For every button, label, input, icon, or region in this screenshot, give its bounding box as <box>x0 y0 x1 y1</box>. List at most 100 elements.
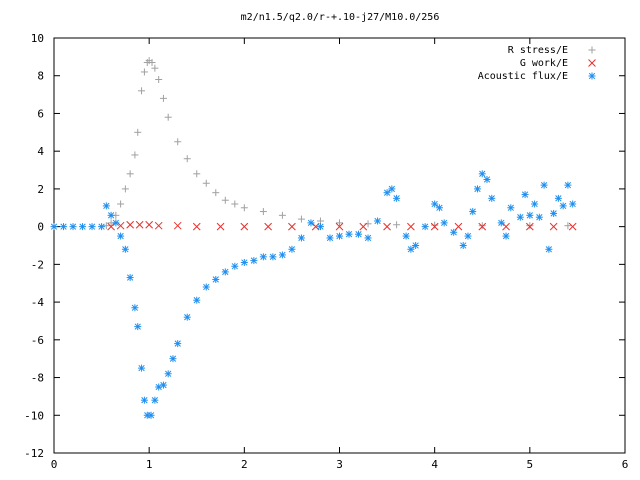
data-point <box>430 222 439 231</box>
data-point <box>107 211 115 219</box>
data-point <box>483 175 491 183</box>
data-point <box>140 68 148 76</box>
data-point <box>159 94 167 102</box>
data-point <box>231 262 239 270</box>
data-point <box>151 396 159 404</box>
data-point <box>459 242 467 249</box>
data-point <box>131 151 139 159</box>
data-point <box>164 113 172 121</box>
data-point <box>478 170 486 178</box>
data-point <box>364 234 372 242</box>
x-tick-label: 3 <box>336 458 343 471</box>
data-point <box>231 200 239 208</box>
data-point <box>102 222 110 230</box>
series-layer <box>50 57 577 419</box>
data-point <box>117 232 125 240</box>
data-point <box>393 221 401 229</box>
data-point <box>126 170 134 178</box>
data-point <box>240 222 249 231</box>
data-point <box>478 222 486 230</box>
data-point <box>202 179 210 187</box>
x-tick-label: 6 <box>622 458 629 471</box>
y-axis: -12 -10 -8 -6 -4 -2 0 2 4 6 8 10 <box>24 32 625 460</box>
data-point <box>407 245 415 253</box>
data-point <box>140 396 148 404</box>
data-point <box>126 274 134 282</box>
data-point <box>134 323 142 331</box>
data-point <box>440 219 448 227</box>
data-point <box>297 234 305 242</box>
data-point <box>525 222 534 231</box>
data-point <box>469 208 477 216</box>
data-point <box>60 223 68 231</box>
data-point <box>102 202 110 210</box>
data-point <box>138 87 146 95</box>
y-tick-label: 0 <box>37 221 44 234</box>
data-point <box>88 223 96 231</box>
data-point <box>402 232 410 240</box>
data-point <box>117 200 125 208</box>
chart-title: m2/n1.5/q2.0/r-+.10-j27/M10.0/256 <box>241 12 440 23</box>
data-point <box>336 219 343 227</box>
data-point <box>173 221 182 230</box>
data-point <box>79 223 87 231</box>
data-point <box>421 223 429 231</box>
data-point <box>174 138 182 146</box>
data-point <box>435 204 443 212</box>
data-point <box>278 251 286 259</box>
legend-label: G work/E <box>520 58 568 69</box>
legend-marker <box>588 46 596 54</box>
data-point <box>221 196 229 204</box>
data-point <box>240 204 248 212</box>
data-point <box>559 202 567 210</box>
data-point <box>502 232 510 240</box>
data-point <box>259 253 267 261</box>
y-tick-label: -4 <box>31 296 45 309</box>
y-tick-label: 6 <box>37 107 44 120</box>
data-point <box>454 222 463 231</box>
data-point <box>473 185 481 193</box>
data-point <box>345 230 353 238</box>
data-point <box>412 242 420 249</box>
data-point <box>183 313 191 321</box>
data-point <box>393 194 401 202</box>
data-point <box>488 194 496 202</box>
data-point <box>221 268 229 276</box>
legend: R stress/E G work/E Acoustic flux/E <box>478 45 596 82</box>
data-point <box>431 221 439 229</box>
data-point <box>526 211 534 219</box>
series-acoustic-flux-e <box>50 170 577 419</box>
data-point <box>507 204 515 212</box>
data-point <box>250 257 258 265</box>
data-point <box>307 219 315 227</box>
data-point <box>159 381 167 389</box>
data-point <box>288 222 296 231</box>
data-point <box>297 215 305 223</box>
data-point <box>154 221 163 230</box>
data-point <box>174 340 182 348</box>
data-point <box>121 245 129 253</box>
data-point <box>374 217 382 225</box>
data-point <box>151 64 159 72</box>
data-point <box>383 222 391 231</box>
data-point <box>264 222 272 231</box>
data-point <box>431 200 439 208</box>
data-point <box>183 155 191 163</box>
data-point <box>535 213 543 221</box>
data-point <box>545 245 553 253</box>
data-point <box>278 211 286 219</box>
data-point <box>212 275 220 283</box>
data-point <box>269 253 277 261</box>
legend-marker <box>588 72 596 80</box>
data-point <box>478 222 487 231</box>
legend-label: R stress/E <box>508 45 568 56</box>
data-point <box>288 245 296 253</box>
x-tick-label: 0 <box>51 458 58 471</box>
x-tick-label: 5 <box>527 458 534 471</box>
data-point <box>50 223 58 231</box>
data-point <box>147 411 155 419</box>
data-point <box>383 189 391 197</box>
data-point <box>202 283 210 291</box>
data-point <box>531 200 539 208</box>
